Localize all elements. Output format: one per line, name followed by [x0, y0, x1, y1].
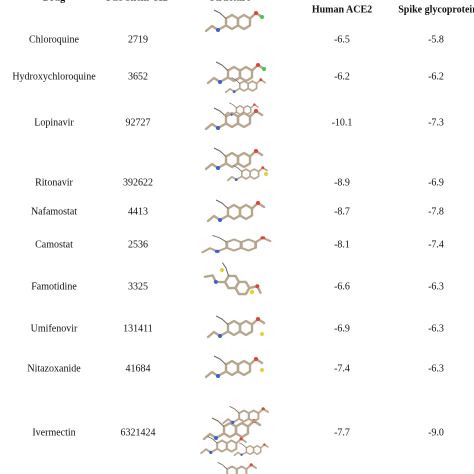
table-cell: 4413: [128, 206, 148, 217]
table-cell: -10.1: [332, 117, 353, 128]
table-cell: Lopinavir: [34, 117, 74, 128]
table-cell: -6.9: [334, 323, 350, 334]
table-cell: 392622: [123, 177, 153, 188]
molecule: [201, 233, 272, 255]
molecule: [204, 146, 268, 182]
molecule: [206, 314, 266, 340]
table-cell: -7.8: [428, 206, 444, 217]
molecule: [204, 102, 264, 132]
table-cell: Chloroquine: [29, 34, 80, 45]
table-cell: -8.9: [334, 177, 350, 188]
header-cell: Drug: [43, 0, 65, 3]
table-cell: Umifenovir: [31, 323, 78, 334]
table-cell: -6.9: [428, 177, 444, 188]
table-cell: 131411: [123, 323, 153, 334]
molecule: [203, 257, 266, 307]
table-cell: 92727: [126, 117, 151, 128]
table-cell: -8.1: [334, 239, 350, 250]
table-cell: -6.3: [428, 363, 444, 374]
table-cell: Nafamostat: [31, 206, 77, 217]
table-cell: -6.6: [334, 281, 350, 292]
table-cell: -7.3: [428, 117, 444, 128]
header-cell: Spike glycoprotein: [398, 4, 474, 15]
table-cell: -6.3: [428, 281, 444, 292]
cells: Drug PubChem CID Structure Human ACE2 Spike …: [12, 0, 474, 438]
molecule: [200, 405, 269, 457]
molecule: [204, 354, 264, 380]
molecule: [210, 461, 257, 474]
structures: [200, 8, 272, 474]
table-cell: Hydroxychloroquine: [12, 71, 96, 82]
table-cell: 3325: [128, 281, 148, 292]
molecule: [206, 198, 266, 224]
table-cell: 6321424: [121, 427, 156, 438]
table-cell: Camostat: [35, 239, 73, 250]
header-cell: Structure: [210, 0, 251, 3]
table-cell: -7.4: [334, 363, 350, 374]
table-cell: 3652: [128, 71, 148, 82]
table-cell: 41684: [126, 363, 151, 374]
molecule: [206, 60, 266, 94]
table-cell: -7.7: [334, 427, 350, 438]
table-cell: Ritonavir: [35, 177, 73, 188]
table-cell: -6.5: [334, 34, 350, 45]
table-cell: Nitazoxanide: [27, 363, 81, 374]
table-cell: -6.2: [428, 71, 444, 82]
header-cell: Human ACE2: [312, 4, 372, 15]
table-cell: -6.3: [428, 323, 444, 334]
table-cell: -7.4: [428, 239, 444, 250]
table-cell: -6.2: [334, 71, 350, 82]
table-cell: Ivermectin: [32, 427, 75, 438]
table-cell: -9.0: [428, 427, 444, 438]
table-cell: 2719: [128, 34, 148, 45]
table-cell: 2536: [128, 239, 148, 250]
molecule: [204, 8, 264, 34]
header-cell: PubChem CID: [106, 0, 170, 3]
table-cell: -5.8: [428, 34, 444, 45]
table-cell: -8.7: [334, 206, 350, 217]
table-cell: Famotidine: [31, 281, 77, 292]
